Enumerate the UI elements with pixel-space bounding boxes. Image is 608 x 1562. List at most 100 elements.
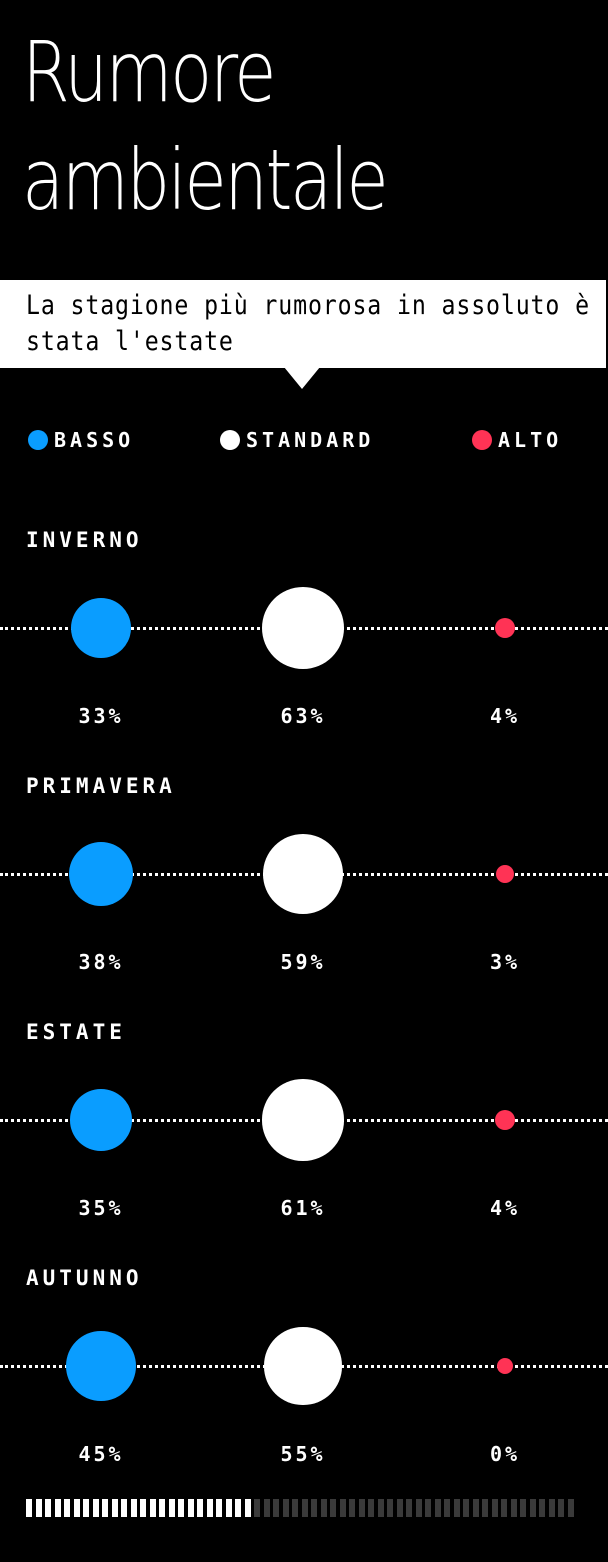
progress-tick — [187, 1499, 194, 1517]
progress-tick — [444, 1499, 450, 1517]
bubble-alto — [494, 1109, 516, 1131]
legend-dot-basso — [28, 430, 48, 450]
legend-dot-standard — [220, 430, 240, 450]
bubble-basso — [71, 598, 131, 658]
subtitle-callout: La stagione più rumorosa in assoluto è s… — [0, 280, 606, 368]
progress-indicator — [26, 1499, 577, 1517]
percent-label-basso: 35% — [78, 1196, 124, 1220]
progress-tick — [406, 1499, 412, 1517]
progress-tick — [330, 1499, 336, 1517]
progress-tick — [45, 1499, 51, 1517]
progress-tick — [415, 1499, 422, 1517]
progress-tick — [349, 1499, 355, 1517]
progress-tick — [387, 1499, 393, 1517]
bubble-alto — [497, 1358, 513, 1374]
percent-label-standard: 63% — [280, 704, 326, 728]
subtitle-text: La stagione più rumorosa in assoluto è s… — [26, 290, 590, 357]
progress-tick — [396, 1499, 403, 1517]
progress-tick — [501, 1499, 507, 1517]
legend-item-basso: BASSO — [28, 428, 134, 452]
percent-label-standard: 59% — [280, 950, 326, 974]
bubble-basso — [70, 1089, 132, 1151]
progress-tick — [311, 1499, 317, 1517]
progress-tick — [273, 1499, 279, 1517]
progress-tick — [368, 1499, 374, 1517]
progress-tick — [292, 1499, 298, 1517]
bubble-standard — [264, 1327, 342, 1405]
progress-tick — [83, 1499, 89, 1517]
progress-tick — [377, 1499, 384, 1517]
progress-tick — [206, 1499, 213, 1517]
percent-label-basso: 33% — [78, 704, 124, 728]
legend: BASSO STANDARD ALTO — [0, 428, 608, 452]
percent-label-standard: 55% — [280, 1442, 326, 1466]
percent-label-alto: 3% — [489, 950, 521, 974]
percent-label-standard: 61% — [280, 1196, 326, 1220]
progress-tick — [168, 1499, 175, 1517]
progress-tick — [463, 1499, 469, 1517]
progress-tick — [140, 1499, 146, 1517]
progress-tick — [282, 1499, 289, 1517]
progress-tick — [529, 1499, 536, 1517]
percent-label-alto: 0% — [489, 1442, 521, 1466]
progress-tick — [64, 1499, 70, 1517]
progress-tick — [235, 1499, 241, 1517]
bubble-standard — [263, 834, 343, 914]
season-row-inverno: INVERNO 33% 63% 4% — [0, 528, 608, 768]
bubble-alto — [494, 617, 516, 639]
percent-label-alto: 4% — [489, 704, 521, 728]
progress-tick — [510, 1499, 517, 1517]
progress-tick — [320, 1499, 327, 1517]
season-row-primavera: PRIMAVERA 38% 59% 3% — [0, 774, 608, 1014]
season-label: AUTUNNO — [26, 1266, 143, 1290]
progress-tick — [35, 1499, 42, 1517]
progress-tick — [102, 1499, 108, 1517]
progress-tick — [159, 1499, 165, 1517]
bubble-standard — [262, 1079, 344, 1161]
progress-tick — [548, 1499, 555, 1517]
legend-label-standard: STANDARD — [246, 428, 375, 452]
percent-label-basso: 45% — [78, 1442, 124, 1466]
progress-tick — [26, 1499, 32, 1517]
legend-dot-alto — [472, 430, 492, 450]
progress-tick — [520, 1499, 526, 1517]
progress-tick — [244, 1499, 251, 1517]
progress-tick — [453, 1499, 460, 1517]
progress-tick — [178, 1499, 184, 1517]
progress-tick — [92, 1499, 99, 1517]
progress-tick — [121, 1499, 127, 1517]
bubble-alto — [495, 864, 514, 883]
season-row-autunno: AUTUNNO 45% 55% 0% — [0, 1266, 608, 1506]
progress-tick — [73, 1499, 80, 1517]
progress-tick — [301, 1499, 308, 1517]
progress-tick — [567, 1499, 574, 1517]
legend-item-standard: STANDARD — [220, 428, 374, 452]
season-label: PRIMAVERA — [26, 774, 176, 798]
legend-label-alto: ALTO — [498, 428, 563, 452]
percent-label-alto: 4% — [489, 1196, 521, 1220]
progress-tick — [482, 1499, 488, 1517]
progress-tick — [358, 1499, 365, 1517]
progress-tick — [197, 1499, 203, 1517]
legend-item-alto: ALTO — [472, 428, 562, 452]
legend-label-basso: BASSO — [54, 428, 135, 452]
bubble-basso — [66, 1331, 136, 1401]
progress-tick — [558, 1499, 564, 1517]
progress-tick — [434, 1499, 441, 1517]
season-row-estate: ESTATE 35% 61% 4% — [0, 1020, 608, 1260]
progress-tick — [225, 1499, 232, 1517]
season-label: ESTATE — [26, 1020, 126, 1044]
callout-pointer — [284, 367, 320, 389]
progress-tick — [254, 1499, 260, 1517]
percent-label-basso: 38% — [78, 950, 124, 974]
progress-tick — [263, 1499, 270, 1517]
progress-tick — [339, 1499, 346, 1517]
progress-tick — [130, 1499, 137, 1517]
season-label: INVERNO — [26, 528, 143, 552]
bubble-basso — [68, 841, 134, 907]
progress-tick — [472, 1499, 479, 1517]
progress-tick — [111, 1499, 118, 1517]
progress-tick — [216, 1499, 222, 1517]
progress-tick — [425, 1499, 431, 1517]
progress-tick — [54, 1499, 61, 1517]
